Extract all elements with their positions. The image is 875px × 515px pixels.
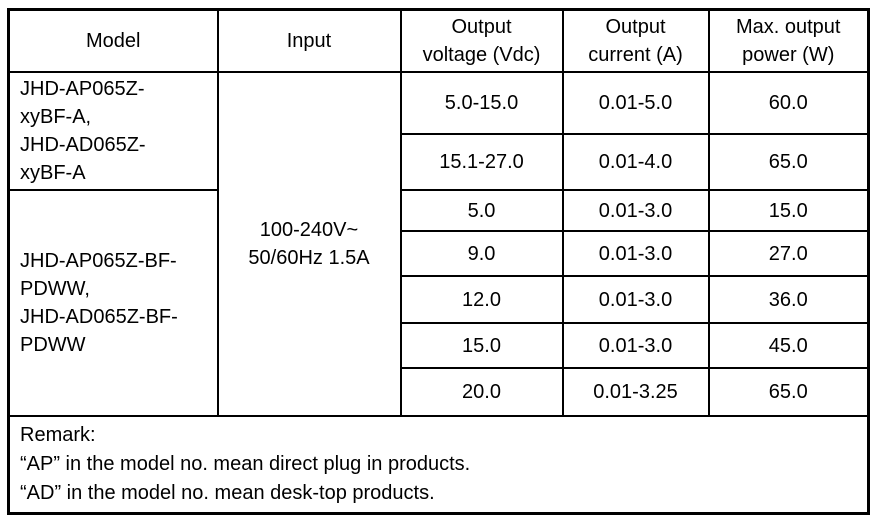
remark-line-ap: “AP” in the model no. mean direct plug i… xyxy=(20,453,471,475)
header-max-power: Max. output power (W) xyxy=(707,8,870,73)
voltage-cell: 12.0 xyxy=(399,275,564,324)
power-cell: 36.0 xyxy=(707,275,870,324)
header-model: Model xyxy=(7,8,219,73)
current-cell: 0.01-3.25 xyxy=(561,367,710,417)
power-cell: 45.0 xyxy=(707,322,870,369)
table-row: JHD-AP065Z- xyBF-A, JHD-AD065Z- xyBF-A 1… xyxy=(7,70,870,417)
current-cell: 0.01-4.0 xyxy=(561,133,710,191)
voltage-cell: 15.1-27.0 xyxy=(399,133,564,191)
table-row: 20.0 0.01-3.25 65.0 xyxy=(9,367,870,417)
table-row: 15.1-27.0 0.01-4.0 65.0 xyxy=(9,133,870,191)
table-row: 12.0 0.01-3.0 36.0 xyxy=(9,275,870,324)
input-cell: 100-240V~ 50/60Hz 1.5A xyxy=(216,71,402,417)
model-cell-group1: JHD-AP065Z- xyBF-A, JHD-AD065Z- xyBF-A xyxy=(7,71,219,191)
header-output-voltage: Output voltage (Vdc) xyxy=(399,8,564,73)
voltage-cell: 5.0-15.0 xyxy=(399,70,564,136)
header-input: Input xyxy=(216,8,402,73)
power-cell: 15.0 xyxy=(707,189,870,232)
model-cell-group2: JHD-AP065Z-BF- PDWW, JHD-AD065Z-BF- PDWW xyxy=(7,189,219,417)
table-row: JHD-AP065Z-BF- PDWW, JHD-AD065Z-BF- PDWW… xyxy=(7,189,870,417)
spec-table: Model Input Output voltage (Vdc) Output … xyxy=(7,8,870,515)
header-output-current: Output current (A) xyxy=(561,8,710,73)
current-cell: 0.01-3.0 xyxy=(561,189,710,232)
remark-row: Remark: “AP” in the model no. mean direc… xyxy=(7,415,870,515)
current-cell: 0.01-3.0 xyxy=(561,275,710,324)
power-cell: 27.0 xyxy=(707,230,870,277)
remark-line-ad: “AD” in the model no. mean desk-top prod… xyxy=(20,482,435,504)
remark-title: Remark: xyxy=(20,424,96,446)
remark-cell: Remark: “AP” in the model no. mean direc… xyxy=(7,415,870,515)
table-row: 9.0 0.01-3.0 27.0 xyxy=(9,230,870,277)
voltage-cell: 9.0 xyxy=(399,230,564,277)
voltage-cell: 15.0 xyxy=(399,322,564,369)
current-cell: 0.01-3.0 xyxy=(561,322,710,369)
power-cell: 65.0 xyxy=(707,133,870,191)
voltage-cell: 5.0 xyxy=(399,189,564,232)
power-cell: 60.0 xyxy=(707,70,870,136)
voltage-cell: 20.0 xyxy=(399,367,564,417)
power-cell: 65.0 xyxy=(707,367,870,417)
current-cell: 0.01-5.0 xyxy=(561,70,710,136)
current-cell: 0.01-3.0 xyxy=(561,230,710,277)
header-row: Model Input Output voltage (Vdc) Output … xyxy=(7,8,870,73)
table-row: 15.0 0.01-3.0 45.0 xyxy=(9,322,870,369)
